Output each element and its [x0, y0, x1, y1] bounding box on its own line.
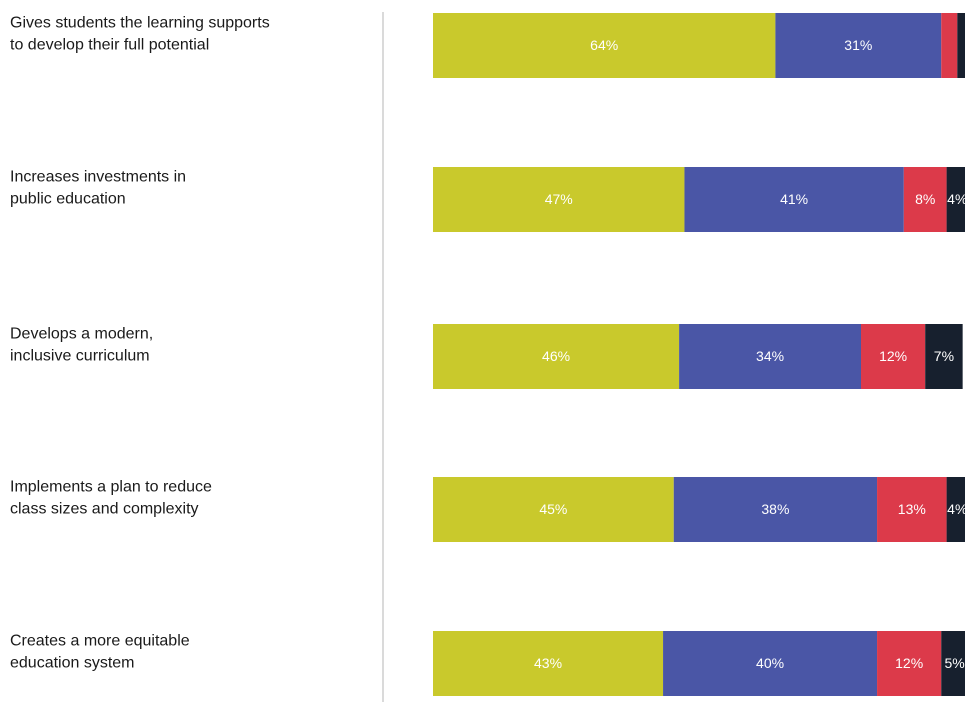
category-label: Increases investments in — [10, 169, 186, 186]
value-label: 4% — [947, 501, 965, 517]
value-label: 43% — [534, 655, 562, 671]
value-label: 4% — [947, 191, 965, 207]
bar-segment — [433, 167, 685, 232]
value-label: 12% — [879, 348, 907, 364]
bar-segment — [775, 13, 942, 78]
value-label: 34% — [756, 348, 784, 364]
value-label: 31% — [844, 37, 872, 53]
bar-segment — [941, 631, 965, 696]
category-label: to develop their full potential — [10, 37, 209, 54]
category-label: Gives students the learning supports — [10, 15, 270, 32]
bar-segment — [673, 477, 878, 542]
value-label: 38% — [761, 501, 789, 517]
bar-segment — [946, 167, 965, 232]
category-label: education system — [10, 655, 135, 672]
bar-segment — [684, 167, 904, 232]
value-label: 64% — [590, 37, 618, 53]
category-label: inclusive curriculum — [10, 348, 150, 365]
bar-segment — [433, 13, 776, 78]
bar-segment — [433, 631, 664, 696]
bar-segment — [433, 477, 674, 542]
value-label: 5% — [945, 655, 965, 671]
category-label: Implements a plan to reduce — [10, 479, 212, 496]
value-label: 7% — [934, 348, 954, 364]
bar-segment — [941, 13, 958, 78]
value-label: 47% — [545, 191, 573, 207]
category-label: class sizes and complexity — [10, 501, 199, 518]
bar-segment — [877, 631, 942, 696]
bar-segment — [946, 477, 965, 542]
value-label: 8% — [915, 191, 935, 207]
bar-segment — [663, 631, 878, 696]
bar-segment — [877, 477, 947, 542]
value-label: 40% — [756, 655, 784, 671]
value-label: 46% — [542, 348, 570, 364]
category-label: public education — [10, 191, 126, 208]
category-label: Develops a modern, — [10, 326, 153, 343]
bar-segment — [903, 167, 947, 232]
bar-segment — [957, 13, 965, 78]
value-label: 13% — [898, 501, 926, 517]
value-label: 12% — [895, 655, 923, 671]
value-label: 41% — [780, 191, 808, 207]
bar-segment — [861, 324, 926, 389]
category-label: Creates a more equitable — [10, 633, 190, 650]
value-label: 45% — [539, 501, 567, 517]
bar-segment — [433, 324, 680, 389]
bar-segment — [925, 324, 963, 389]
bar-segment — [679, 324, 861, 389]
